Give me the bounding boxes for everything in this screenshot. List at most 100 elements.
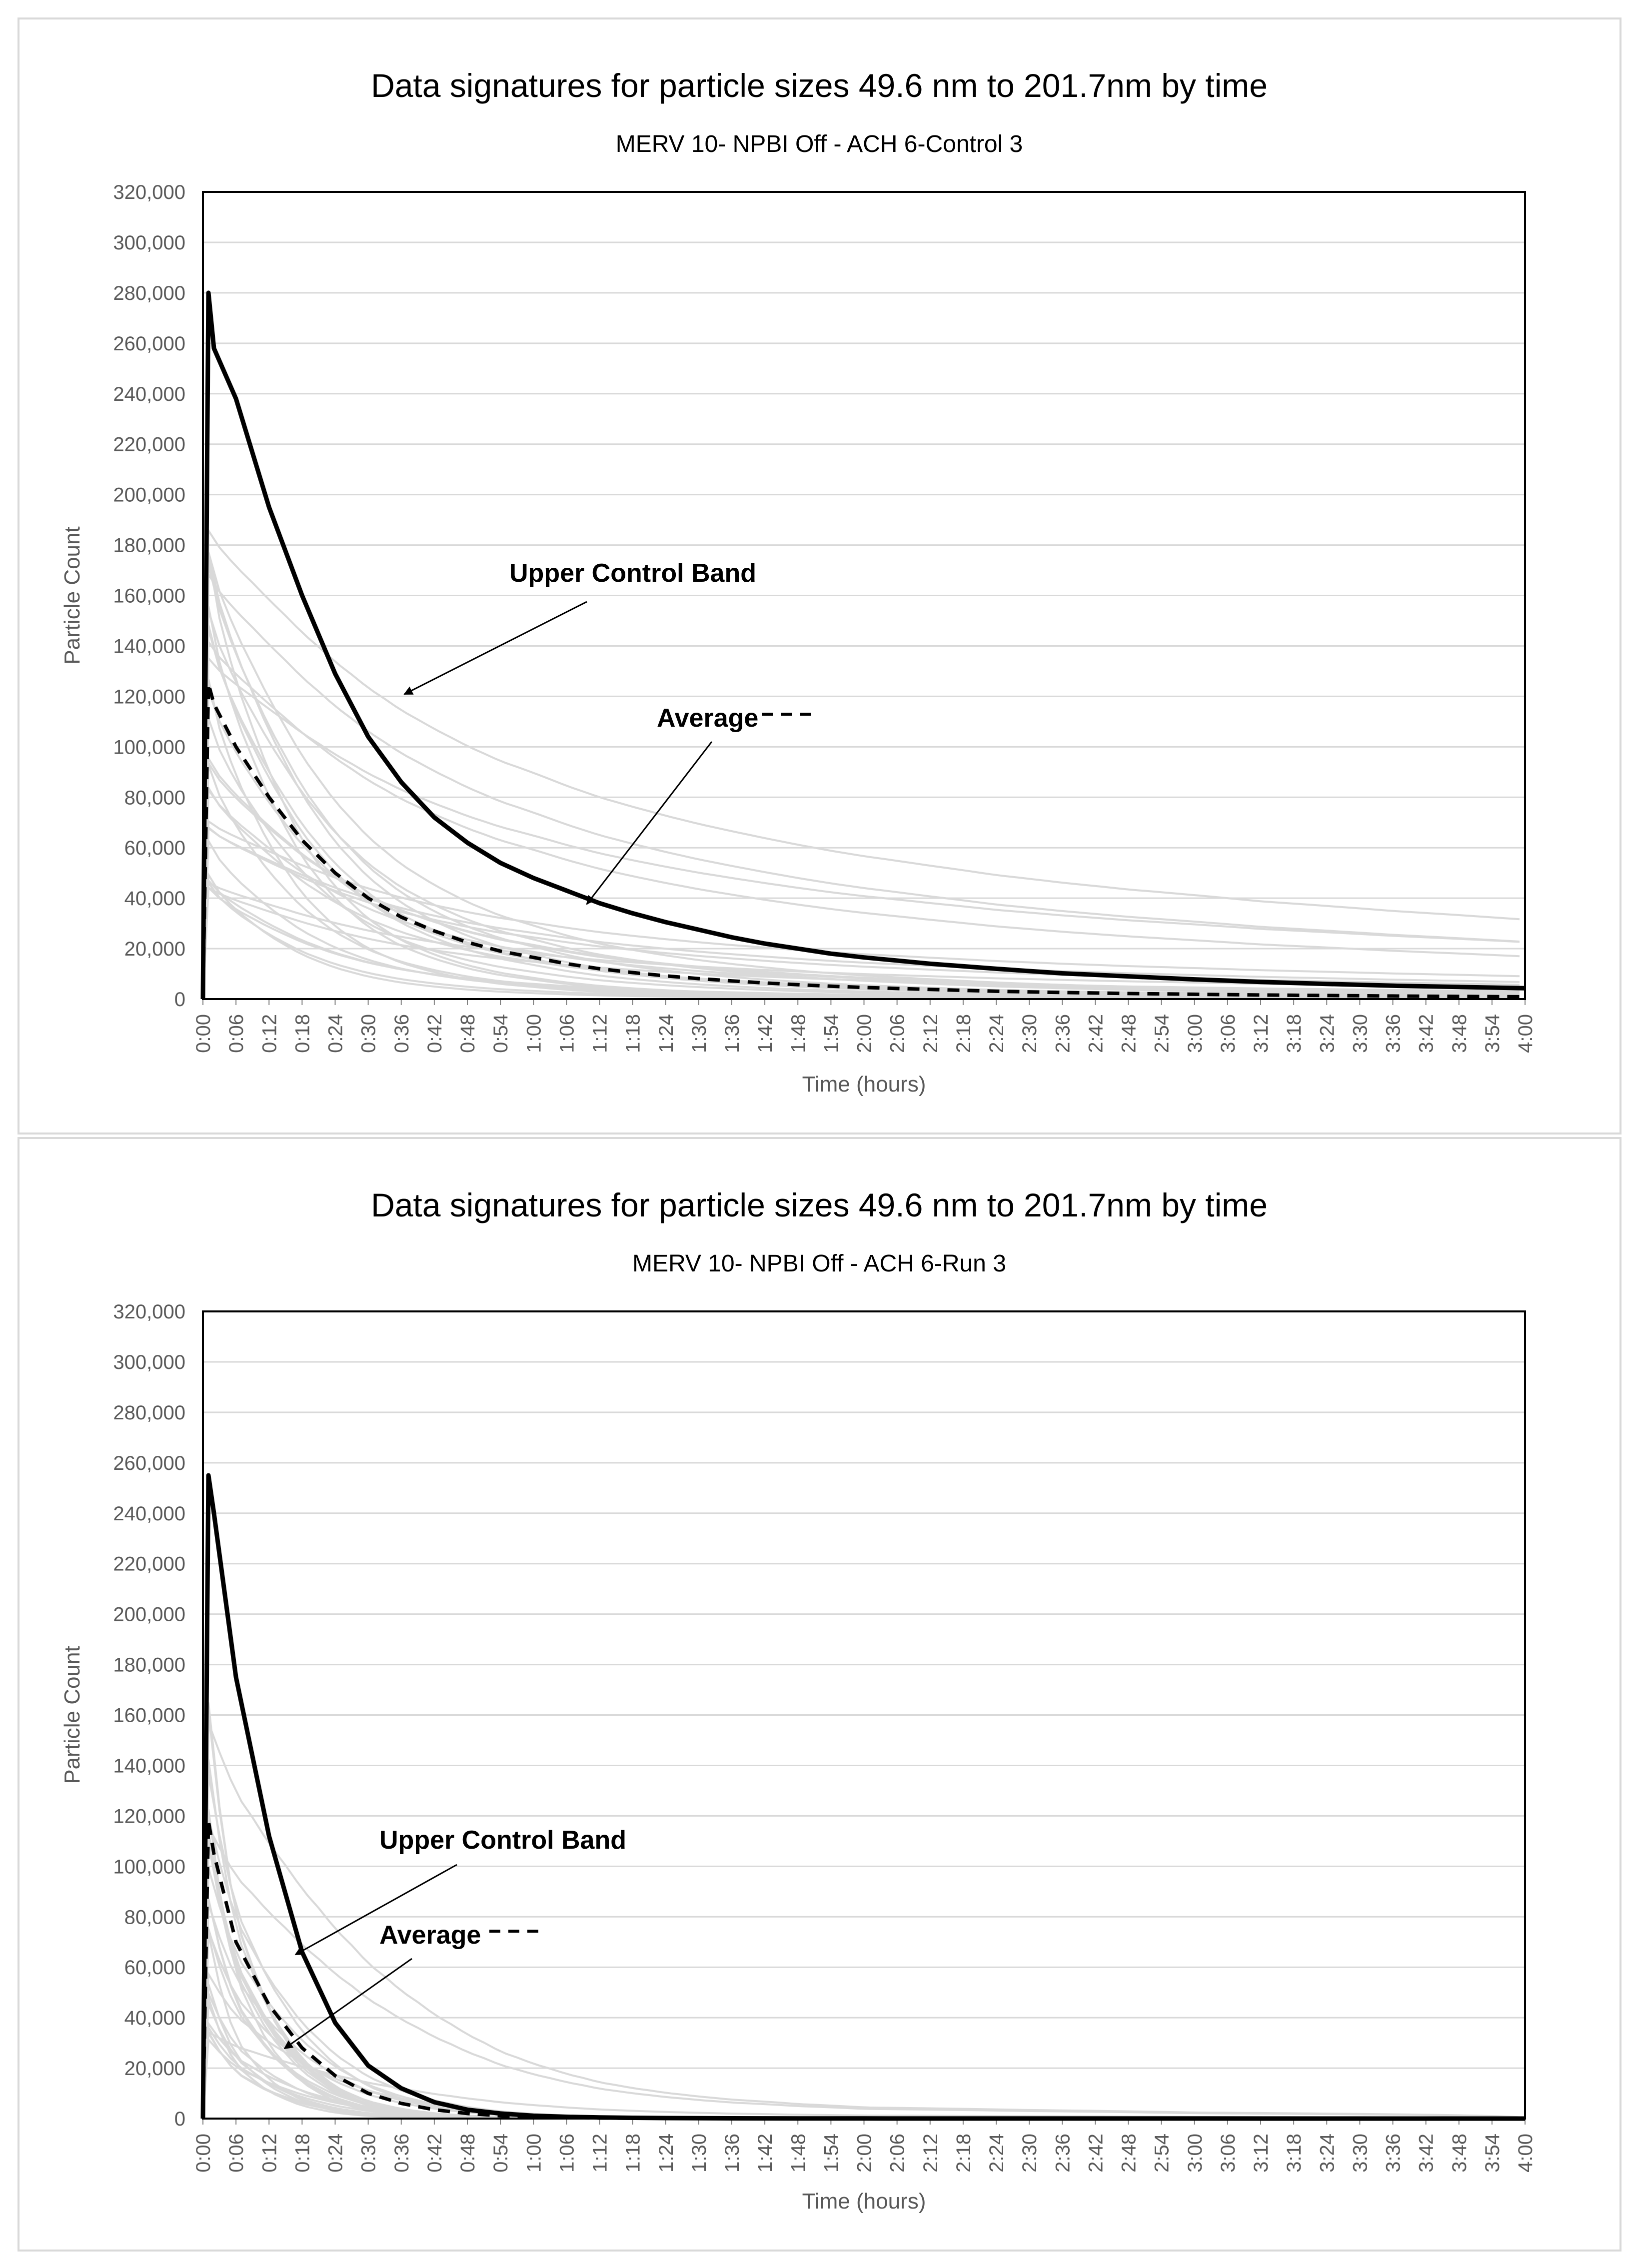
x-tick-label: 1:00 — [523, 2134, 545, 2173]
annotation-arrow — [283, 1958, 412, 2050]
x-tick-label: 1:42 — [754, 2134, 776, 2173]
y-tick-label: 0 — [174, 2108, 185, 2130]
x-tick-label: 3:18 — [1283, 1014, 1305, 1053]
x-tick-label: 1:30 — [688, 1014, 710, 1053]
background-trace — [202, 1840, 1520, 2120]
x-axis-title: Time (hours) — [802, 2189, 926, 2214]
y-tick-label: 20,000 — [124, 2058, 185, 2080]
y-tick-label: 80,000 — [124, 787, 185, 809]
x-tick-label: 1:36 — [721, 1014, 743, 1053]
y-tick-label: 320,000 — [113, 1301, 185, 1323]
background-trace — [202, 878, 1520, 1000]
y-tick-label: 40,000 — [124, 2007, 185, 2029]
y-tick-label: 260,000 — [113, 333, 185, 355]
background-trace — [202, 2030, 1520, 2120]
x-tick-label: 2:48 — [1118, 2134, 1140, 2173]
background-trace — [202, 1843, 1520, 2120]
x-tick-label: 0:48 — [457, 2134, 479, 2173]
y-tick-label: 20,000 — [124, 938, 185, 960]
annotation-arrow — [403, 601, 587, 695]
x-tick-label: 2:36 — [1052, 1014, 1074, 1053]
chart-panel-run: Data signatures for particle sizes 49.6 … — [17, 1137, 1622, 2252]
x-tick-label: 3:48 — [1449, 1014, 1471, 1053]
background-trace — [202, 764, 1520, 1000]
background-traces — [202, 527, 1520, 1000]
x-tick-label: 2:48 — [1118, 1014, 1140, 1053]
x-tick-label: 1:06 — [556, 2134, 578, 2173]
y-tick-label: 240,000 — [113, 1503, 185, 1525]
background-trace — [202, 639, 1520, 1000]
background-trace — [202, 571, 1520, 1000]
annotation-arrow — [294, 1864, 457, 1956]
x-tick-label: 0:12 — [258, 1014, 280, 1053]
x-tick-label: 3:36 — [1383, 2134, 1405, 2173]
y-tick-label: 120,000 — [113, 686, 185, 708]
x-tick-label: 3:54 — [1482, 2134, 1504, 2173]
background-trace — [202, 679, 1520, 1000]
x-tick-label: 3:00 — [1184, 1014, 1206, 1053]
plot-area-border — [202, 1310, 1526, 2120]
y-tick-label: 100,000 — [113, 1856, 185, 1878]
x-tick-label: 1:06 — [556, 1014, 578, 1053]
background-trace — [202, 1832, 1520, 2120]
y-axis-title: Particle Count — [60, 1646, 84, 1784]
background-trace — [202, 1809, 1520, 2120]
annotation-upper-control-band: Upper Control Band — [379, 1826, 626, 1855]
annotation-upper-control-band: Upper Control Band — [509, 559, 756, 588]
x-tick-label: 0:54 — [490, 2134, 512, 2173]
background-trace — [202, 2028, 1520, 2120]
background-trace — [202, 690, 1520, 1000]
y-tick-label: 0 — [174, 989, 185, 1011]
x-tick-label: 3:12 — [1250, 2134, 1272, 2173]
x-tick-label: 2:42 — [1085, 2134, 1107, 2173]
y-tick-label: 260,000 — [113, 1452, 185, 1474]
y-tick-label: 220,000 — [113, 434, 185, 456]
x-tick-label: 3:54 — [1482, 1014, 1504, 1053]
x-tick-label: 0:42 — [424, 1014, 446, 1053]
chart-control: Data signatures for particle sizes 49.6 … — [60, 67, 1537, 1097]
y-tick-label: 160,000 — [113, 1705, 185, 1727]
x-tick-label: 0:00 — [192, 2134, 214, 2173]
y-tick-label: 300,000 — [113, 232, 185, 254]
x-tick-label: 4:00 — [1515, 1014, 1537, 1053]
x-tick-label: 1:18 — [622, 1014, 644, 1053]
upper-control-band-line — [200, 290, 1526, 1000]
x-tick-label: 2:30 — [1019, 1014, 1041, 1053]
y-tick-label: 180,000 — [113, 1654, 185, 1676]
x-tick-label: 2:54 — [1151, 1014, 1173, 1053]
x-tick-label: 0:54 — [490, 1014, 512, 1053]
x-tick-label: 0:24 — [325, 2134, 347, 2173]
background-trace — [202, 819, 1520, 1000]
background-trace — [202, 1837, 1520, 2120]
x-tick-label: 3:18 — [1283, 2134, 1305, 2173]
background-trace — [202, 1867, 1520, 2120]
x-tick-label: 3:30 — [1349, 2134, 1371, 2173]
average-line — [201, 682, 1526, 1000]
x-tick-label: 1:30 — [688, 2134, 710, 2173]
x-tick-label: 0:06 — [225, 2134, 247, 2173]
chart-subtitle: MERV 10- NPBI Off - ACH 6-Run 3 — [632, 1250, 1006, 1277]
x-tick-label: 3:30 — [1349, 1014, 1371, 1053]
x-tick-label: 1:36 — [721, 2134, 743, 2173]
background-trace — [202, 610, 1520, 1000]
x-tick-label: 2:00 — [854, 1014, 876, 1053]
x-tick-label: 1:48 — [787, 1014, 809, 1053]
x-tick-label: 3:24 — [1316, 1014, 1338, 1053]
y-tick-label: 280,000 — [113, 1402, 185, 1424]
x-tick-label: 0:48 — [457, 1014, 479, 1053]
x-axis-title: Time (hours) — [802, 1072, 926, 1097]
x-tick-label: 0:00 — [192, 1014, 214, 1053]
background-trace — [202, 825, 1520, 1000]
x-tick-label: 1:54 — [820, 1014, 842, 1053]
annotation-average: Average — [657, 704, 758, 733]
background-trace — [202, 1711, 1520, 2120]
x-tick-label: 1:24 — [655, 2134, 677, 2173]
x-tick-label: 2:18 — [953, 2134, 975, 2173]
y-tick-label: 140,000 — [113, 1755, 185, 1777]
y-tick-label: 200,000 — [113, 484, 185, 506]
y-tick-label: 100,000 — [113, 736, 185, 758]
chart-title: Data signatures for particle sizes 49.6 … — [371, 67, 1268, 104]
y-tick-label: 60,000 — [124, 837, 185, 859]
x-tick-label: 1:48 — [787, 2134, 809, 2173]
x-tick-label: 1:18 — [622, 2134, 644, 2173]
